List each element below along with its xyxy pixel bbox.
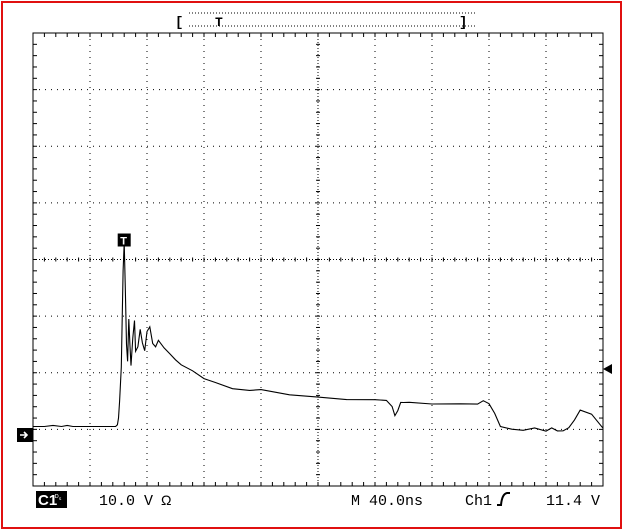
trigger-marker-label: T xyxy=(120,236,127,248)
trigger-level-marker[interactable] xyxy=(603,364,612,374)
channel-coupling-label: ᴰₛ xyxy=(55,493,62,502)
trigger-position-bar: [ T ] xyxy=(175,12,477,31)
record-start-bracket: [ xyxy=(175,15,183,31)
waveform-trace xyxy=(33,242,604,432)
trigger-source: Ch1 xyxy=(465,493,492,510)
channel-label: C1 xyxy=(38,492,57,509)
ohm-symbol: Ω xyxy=(161,492,171,508)
channel-ground-marker[interactable] xyxy=(17,428,33,442)
trigger-position-label: T xyxy=(215,15,223,30)
volts-per-div: 10.0 V xyxy=(99,493,153,510)
rising-edge-icon xyxy=(497,492,510,506)
oscilloscope-chart: [ T ] T C1 ᴰₛ 10.0 V Ω M 40.0ns Ch1 11.4… xyxy=(17,12,612,510)
timebase: M 40.0ns xyxy=(351,493,423,510)
channel-badge[interactable] xyxy=(36,491,67,508)
trigger-marker: T xyxy=(117,233,131,248)
graticule-grid xyxy=(32,32,604,487)
status-bar: C1 ᴰₛ 10.0 V Ω M 40.0ns Ch1 11.4 V xyxy=(36,491,600,510)
trigger-level: 11.4 V xyxy=(546,493,600,510)
record-end-bracket: ] xyxy=(459,15,467,31)
